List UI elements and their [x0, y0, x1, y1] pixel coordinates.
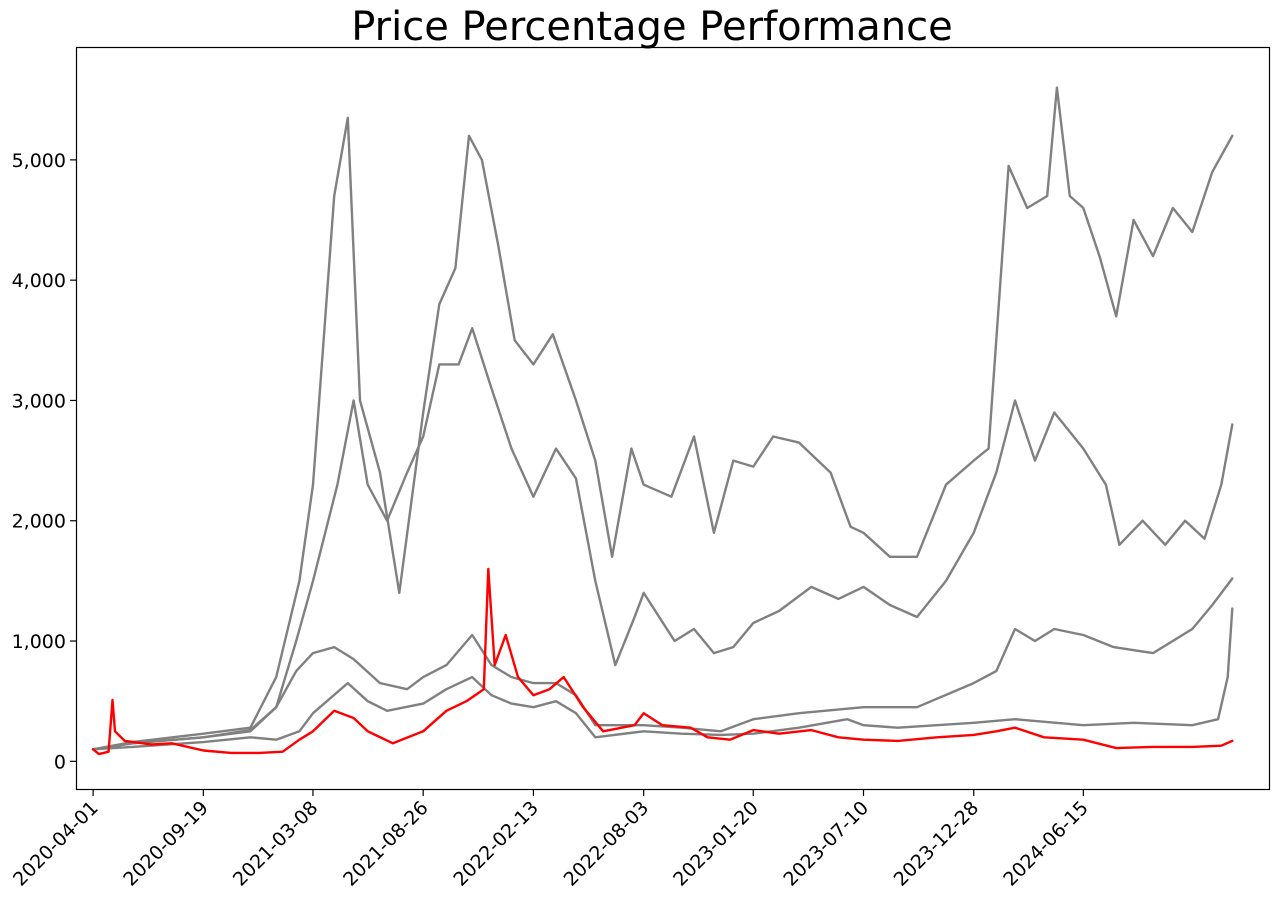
- series-line-2: [91, 327, 1234, 751]
- x-tick-label: 2023-07-10: [779, 797, 873, 891]
- x-axis: 2020-04-01 2020-09-19 2021-03-08 2021-08-26…: [9, 789, 1093, 891]
- x-tick-label: 2020-04-01: [9, 797, 103, 891]
- x-tick-label: 2022-02-13: [449, 797, 543, 891]
- series-layer: [91, 86, 1234, 756]
- y-tick-label: 1,000: [12, 631, 66, 653]
- series-line-1: [91, 86, 1234, 751]
- plot-frame: [75, 46, 1271, 791]
- series-line-4: [91, 607, 1234, 751]
- x-tick-label: 2021-03-08: [229, 797, 323, 891]
- x-tick-label: 2023-01-20: [669, 797, 763, 891]
- y-axis: 0 1,000 2,000 3,000 4,000 5,000: [12, 150, 77, 773]
- y-tick-label: 5,000: [12, 150, 66, 172]
- x-tick-label: 2021-08-26: [339, 797, 433, 891]
- y-tick-label: 3,000: [12, 390, 66, 412]
- chart-title: Price Percentage Performance: [351, 4, 953, 50]
- y-tick-label: 2,000: [12, 511, 66, 533]
- x-tick-label: 2022-08-03: [560, 797, 654, 891]
- y-tick-label: 0: [54, 751, 66, 773]
- series-line-5: [91, 567, 1234, 756]
- y-tick-label: 4,000: [12, 270, 66, 292]
- x-tick-label: 2020-09-19: [119, 797, 213, 891]
- x-tick-label: 2024-06-15: [999, 797, 1093, 891]
- x-tick-label: 2023-12-28: [890, 797, 984, 891]
